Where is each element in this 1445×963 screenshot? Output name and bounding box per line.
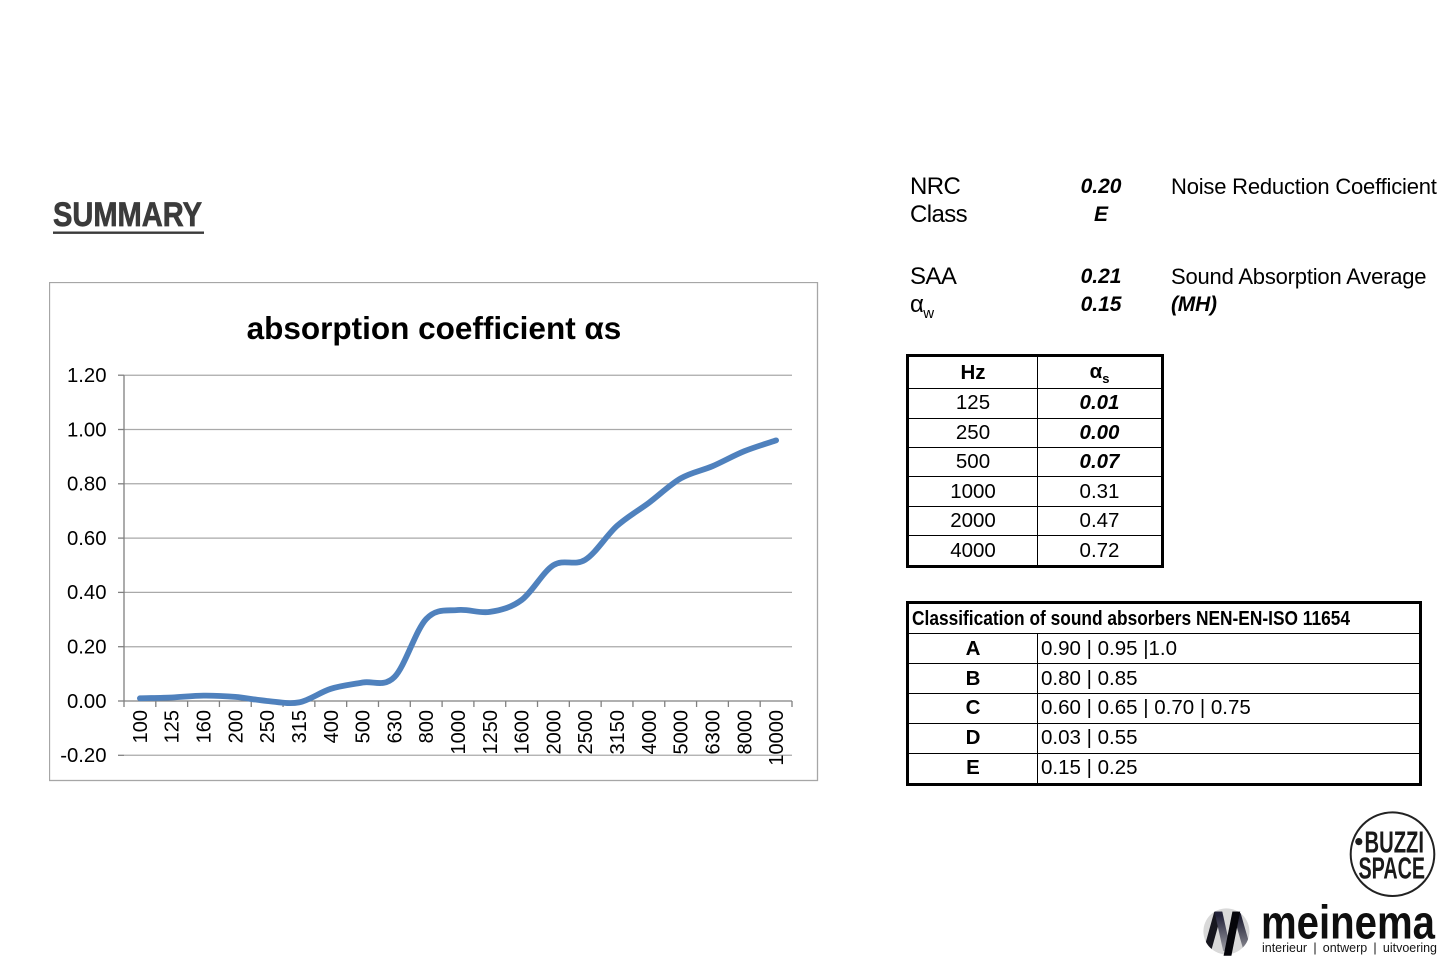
svg-text:2000: 2000 (543, 710, 565, 755)
svg-text:800: 800 (416, 710, 438, 743)
svg-text:-0.20: -0.20 (60, 745, 106, 767)
svg-text:1000: 1000 (448, 710, 470, 755)
svg-text:100: 100 (130, 710, 152, 743)
svg-text:125: 125 (162, 710, 184, 743)
svg-text:0.80: 0.80 (67, 474, 106, 496)
svg-text:400: 400 (321, 710, 343, 743)
svg-text:absorption coefficient αs: absorption coefficient αs (247, 310, 622, 346)
svg-text:4000: 4000 (639, 710, 661, 755)
svg-text:315: 315 (289, 710, 311, 743)
svg-text:630: 630 (384, 710, 406, 743)
svg-text:500: 500 (353, 710, 375, 743)
svg-text:0.20: 0.20 (67, 637, 106, 659)
svg-text:meinema: meinema (1261, 896, 1436, 949)
svg-text:0.40: 0.40 (67, 582, 106, 604)
svg-text:BUZZI: BUZZI (1365, 824, 1425, 859)
svg-text:1.20: 1.20 (67, 365, 106, 387)
svg-text:5000: 5000 (671, 710, 693, 755)
svg-text:1.00: 1.00 (67, 419, 106, 441)
svg-text:250: 250 (257, 710, 279, 743)
svg-text:8000: 8000 (734, 710, 756, 755)
svg-text:SPACE: SPACE (1359, 851, 1426, 886)
svg-text:1600: 1600 (512, 710, 534, 755)
svg-text:10000: 10000 (766, 710, 788, 766)
svg-text:0.60: 0.60 (67, 528, 106, 550)
svg-text:6300: 6300 (702, 710, 724, 755)
svg-text:0.00: 0.00 (67, 691, 106, 713)
svg-text:1250: 1250 (480, 710, 502, 755)
svg-text:2500: 2500 (575, 710, 597, 755)
svg-text:160: 160 (194, 710, 216, 743)
svg-text:interieur | ontwerp | uitvoeri: interieur | ontwerp | uitvoering (1262, 941, 1437, 955)
svg-text:3150: 3150 (607, 710, 629, 755)
svg-text:200: 200 (225, 710, 247, 743)
svg-text:SUMMARY: SUMMARY (53, 196, 202, 234)
